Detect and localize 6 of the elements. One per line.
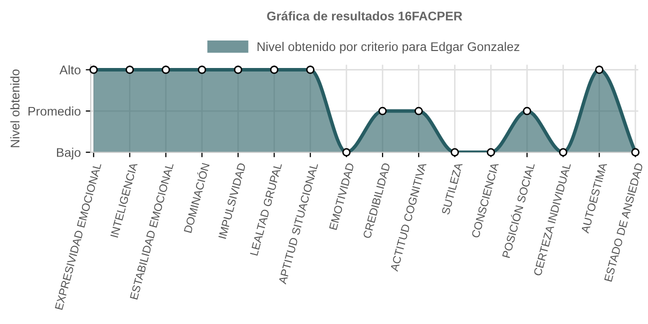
text: Bajo: [57, 148, 80, 160]
legend-label: Nivel obtenido por criterio para Edgar Gonzalez: [258, 42, 520, 54]
text: Promedio: [28, 106, 80, 116]
y-axis-title: Nivel obtenido: [10, 69, 20, 148]
text: Alto: [59, 65, 80, 74]
chart-title: Gráfica de resultados 16FACPER: [267, 11, 462, 20]
